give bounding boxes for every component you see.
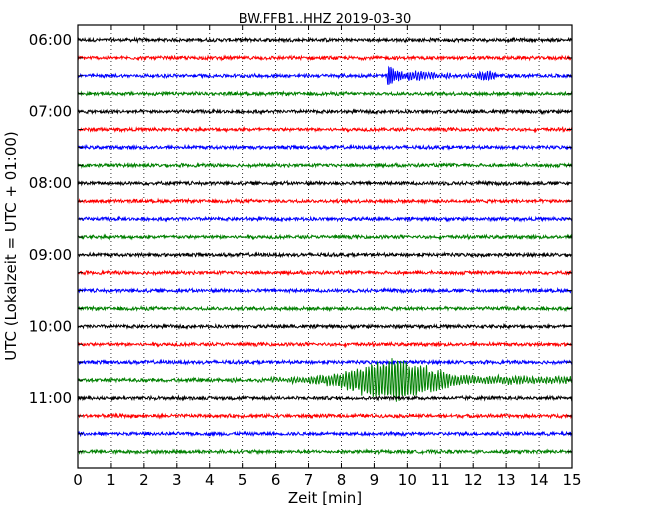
trace-0830 (77, 215, 573, 223)
trace-1030 (78, 358, 573, 366)
trace-0730 (77, 143, 573, 151)
trace-0915 (77, 269, 573, 277)
x-tick-label: 4 (205, 471, 215, 489)
trace-1000 (77, 322, 573, 331)
x-tick-label: 6 (271, 471, 281, 489)
trace-0930 (77, 286, 573, 295)
trace-1100 (77, 394, 573, 402)
x-axis-label: Zeit [min] (288, 489, 362, 507)
chart-title: BW.FFB1..HHZ 2019-03-30 (239, 12, 412, 27)
x-tick-label: 1 (106, 471, 116, 489)
trace-0700 (77, 108, 573, 116)
trace-0815 (77, 197, 573, 205)
y-tick-label: 08:00 (29, 174, 72, 192)
y-tick-label: 09:00 (29, 246, 72, 264)
trace-0645 (77, 90, 573, 98)
y-tick-label: 07:00 (29, 103, 72, 121)
x-tick-label: 7 (304, 471, 314, 489)
trace-0945 (77, 305, 573, 313)
x-tick-label: 14 (530, 471, 549, 489)
trace-1130 (77, 429, 573, 438)
x-tick-label: 0 (73, 471, 83, 489)
trace-0745 (77, 161, 573, 169)
x-tick-label: 12 (464, 471, 483, 489)
traces (77, 36, 573, 456)
y-axis-label: UTC (Lokalzeit = UTC + 01:00) (2, 131, 20, 361)
x-axis-ticks: 0 1 2 3 4 5 6 7 8 9 10 11 12 13 14 15 (73, 25, 582, 489)
trace-0845 (77, 233, 573, 241)
x-tick-label: 8 (337, 471, 347, 489)
y-tick-label: 10:00 (29, 317, 72, 335)
trace-0630 (77, 65, 573, 86)
y-axis-ticks: 06:00 07:00 08:00 09:00 10:00 11:00 (29, 31, 572, 453)
plot-frame (77, 24, 573, 469)
y-tick-label: 11:00 (29, 389, 72, 407)
trace-1045 (77, 358, 573, 402)
x-tick-label: 13 (497, 471, 516, 489)
x-tick-label: 10 (398, 471, 417, 489)
x-tick-label: 11 (431, 471, 450, 489)
trace-0715 (77, 126, 573, 134)
y-tick-label: 06:00 (29, 31, 72, 49)
trace-0800 (77, 179, 573, 187)
x-tick-label: 5 (238, 471, 248, 489)
trace-0600 (77, 36, 573, 44)
trace-1145 (77, 448, 573, 456)
x-tick-label: 3 (172, 471, 182, 489)
trace-0615 (77, 54, 573, 62)
trace-1015 (77, 340, 573, 349)
x-tick-label: 2 (139, 471, 149, 489)
x-tick-label: 9 (370, 471, 380, 489)
x-tick-label: 15 (562, 471, 581, 489)
trace-1115 (77, 412, 573, 420)
trace-0900 (77, 251, 573, 259)
